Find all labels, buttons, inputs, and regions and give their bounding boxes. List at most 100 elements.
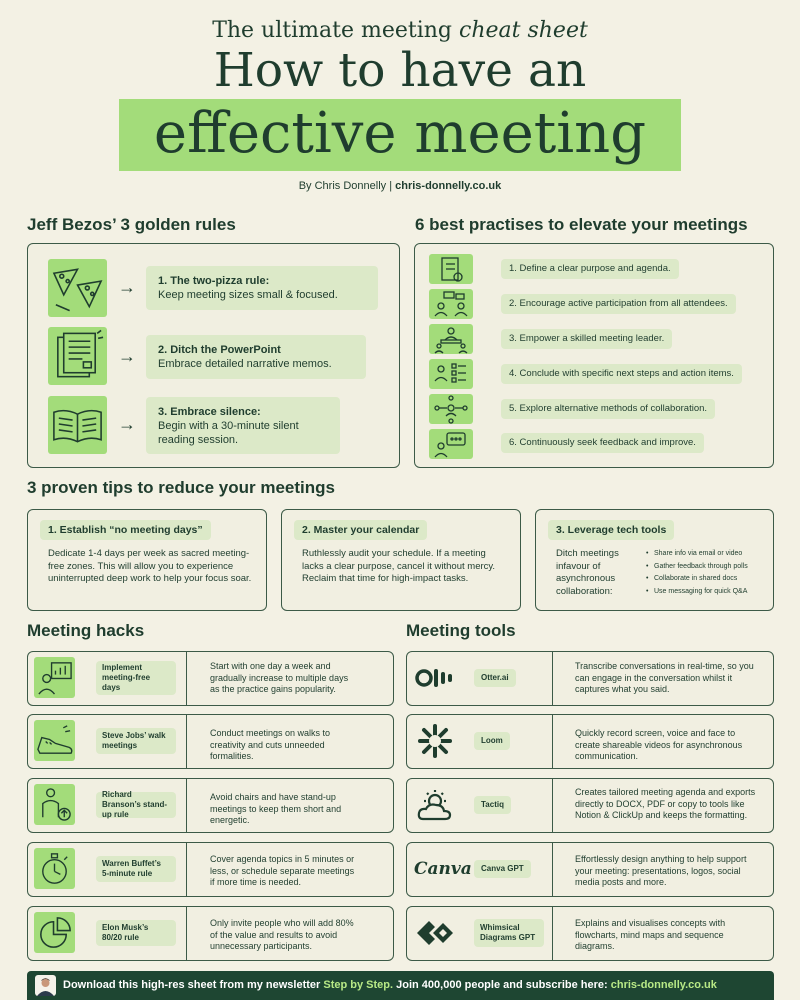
canva-logo-icon: Canva [414,859,472,879]
pie-chart-icon [34,912,75,953]
open-book-icon [48,396,107,454]
page-title-line2: effective meeting [153,101,647,166]
leader-icon [429,324,473,354]
standing-person-icon [34,784,75,825]
hack-label: Warren Buffet’s 5-minute rule [96,856,176,882]
tip-card-3: 3. Leverage tech tools Ditch meetings in… [535,509,774,611]
arrow-icon: → [118,346,136,366]
row-divider [186,779,188,832]
footer-site-link[interactable]: chris-donnelly.co.uk [610,979,717,991]
rule-heading: 1. The two-pizza rule: [158,275,270,287]
practise-item-5: 5. Explore alternative methods of collab… [501,399,716,419]
hack-desc: Avoid chairs and have stand-up meetings … [210,792,342,825]
row-divider [552,907,554,960]
tool-label: Otter.ai [474,669,516,687]
kicker: The ultimate meeting cheat sheet [0,18,800,43]
tip-heading: 2. Master your calendar [294,520,428,540]
title-highlight [119,99,681,171]
kicker-pre: The ultimate meeting [212,18,452,43]
row-divider [552,652,554,705]
row-divider [552,843,554,896]
practise-text: 4. Conclude with specific next steps and… [509,368,734,379]
tool-row-tactiq: Tactiq Creates tailored meeting agenda a… [406,778,774,833]
bezos-rule-2: 2. Ditch the PowerPoint Embrace detailed… [146,335,366,379]
arrow-icon: → [118,414,136,434]
footer-text: Download this high-res sheet from my new… [63,979,717,991]
tip-heading: 1. Establish “no meeting days” [40,520,211,540]
arrow-icon: → [118,277,136,297]
hack-row-2: Steve Jobs’ walk meetings Conduct meetin… [27,714,394,769]
row-divider [186,843,188,896]
feedback-bubble-icon [429,429,473,459]
tool-row-canva: Canva Canva GPT Effortlessly design anyt… [406,842,774,897]
hack-desc: Only invite people who will add 80% of t… [210,918,354,951]
rule-heading: 3. Embrace silence: [158,406,261,418]
tool-label: Tactiq [474,796,511,814]
practise-item-4: 4. Conclude with specific next steps and… [501,364,742,384]
newsletter-link[interactable]: Step by Step. [323,979,394,991]
footer-mid: Join 400,000 people and subscribe here: [396,979,608,991]
tool-label: Whimsical Diagrams GPT [474,919,544,947]
hack-label-text: Elon Musk’s 80/20 rule [102,923,149,942]
chart-person-icon [34,657,75,698]
tools-title: Meeting tools [406,621,516,640]
tactiq-logo-icon [415,787,455,823]
byline-site[interactable]: chris-donnelly.co.uk [395,180,502,192]
bezos-card: → 1. The two-pizza rule: Keep meeting si… [27,243,400,468]
rule-body: Keep meeting sizes small & focused. [158,289,338,301]
tip-bullet: Gather feedback through polls [646,561,771,574]
otter-logo-icon [415,664,455,692]
tool-label-text: Loom [481,736,503,745]
pizza-icon [48,259,107,317]
row-divider [186,652,188,705]
tool-label: Canva GPT [474,860,531,878]
tool-label-text: Otter.ai [481,673,509,682]
page-title-line1: How to have an [213,43,587,98]
rule-body: Embrace detailed narrative memos. [158,358,332,370]
practise-text: 2. Encourage active participation from a… [509,298,728,309]
tip-body: Dedicate 1-4 days per week as sacred mee… [48,548,252,584]
hack-label: Richard Branson’s stand-up rule [96,790,176,819]
row-divider [552,779,554,832]
tool-row-otter: Otter.ai Transcribe conversations in rea… [406,651,774,706]
clipboard-check-icon [429,254,473,284]
tip-body: Ditch meetings infavour of asynchronous … [556,548,619,597]
tip-bullet: Share info via email or video [646,548,771,561]
hack-label: Implement meeting-free days [96,661,176,695]
tip-heading-text: 3. Leverage tech tools [556,524,667,536]
byline-author: By Chris Donnelly | [298,180,393,192]
tool-desc: Quickly record screen, voice and face to… [575,728,743,761]
tool-desc: Creates tailored meeting agenda and expo… [575,787,756,820]
practises-card: 1. Define a clear purpose and agenda. 2.… [414,243,774,468]
row-divider [186,715,188,768]
practise-text: 1. Define a clear purpose and agenda. [509,263,671,274]
tool-label-text: Canva GPT [481,864,524,873]
bezos-rule-1: 1. The two-pizza rule: Keep meeting size… [146,266,378,310]
tip-heading-text: 1. Establish “no meeting days” [48,524,203,536]
tip-bullet: Collaborate in shared docs [646,573,771,586]
memo-document-icon [48,327,107,385]
practise-item-1: 1. Define a clear purpose and agenda. [501,259,679,279]
tips-title: 3 proven tips to reduce your meetings [27,478,335,497]
tip-card-2: 2. Master your calendar Ruthlessly audit… [281,509,521,611]
tool-label-text: Whimsical Diagrams GPT [480,923,536,942]
rule-body: Begin with a 30-minute silent reading se… [158,420,299,446]
kicker-emphasis: cheat sheet [459,18,588,43]
hack-row-3: Richard Branson’s stand-up rule Avoid ch… [27,778,394,833]
people-chat-icon [429,289,473,319]
practise-item-2: 2. Encourage active participation from a… [501,294,736,314]
tip-bullet: Use messaging for quick Q&A [646,586,771,599]
tool-row-whimsical: Whimsical Diagrams GPT Explains and visu… [406,906,774,961]
footer-banner[interactable]: Download this high-res sheet from my new… [27,971,774,1000]
hack-desc: Cover agenda topics in 5 minutes or less… [210,854,355,887]
tip-bullet-list: Share info via email or video Gather fee… [646,548,771,598]
hack-label-text: Richard Branson’s stand-up rule [102,790,168,819]
practise-text: 6. Continuously seek feedback and improv… [509,437,696,448]
hack-desc: Start with one day a week and gradually … [210,661,349,694]
hacks-title: Meeting hacks [27,621,145,640]
practises-title: 6 best practises to elevate your meeting… [415,215,748,234]
sneaker-icon [34,720,75,761]
hack-desc: Conduct meetings on walks to creativity … [210,728,331,761]
tool-label: Loom [474,732,510,750]
stopwatch-icon [34,848,75,889]
